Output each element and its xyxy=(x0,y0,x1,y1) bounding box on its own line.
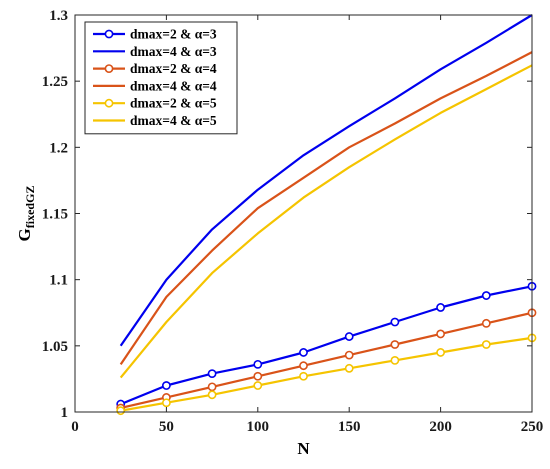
y-tick-label: 1.2 xyxy=(49,140,68,156)
data-point xyxy=(436,329,445,339)
y-axis-label-subscript: fixedGZ xyxy=(23,186,37,229)
x-tick-label: 0 xyxy=(71,419,79,435)
y-axis-label: GfixedGZ xyxy=(15,186,37,242)
series-line-2 xyxy=(119,14,533,347)
legend-entry: dmax=2 & α=4 xyxy=(130,61,217,76)
data-point xyxy=(253,381,263,390)
y-tick-label: 1.3 xyxy=(49,8,68,24)
x-tick-label: 150 xyxy=(338,419,361,435)
y-axis-label-main: G xyxy=(15,228,34,241)
data-point xyxy=(344,363,354,373)
data-point xyxy=(253,359,263,369)
data-point xyxy=(390,340,400,349)
legend-marker xyxy=(104,29,114,39)
legend-entry: dmax=4 & α=3 xyxy=(130,44,217,59)
legend-entry: dmax=4 & α=5 xyxy=(130,113,217,128)
data-point xyxy=(207,390,217,400)
y-tick-label: 1 xyxy=(61,405,69,421)
legend-entry: dmax=2 & α=3 xyxy=(130,27,217,42)
y-axis: 1 1.05 1.1 1.15 1.2 1.25 1.3 xyxy=(42,8,532,421)
data-point xyxy=(481,340,491,349)
data-point xyxy=(436,348,445,357)
data-point xyxy=(207,382,217,392)
data-point xyxy=(481,318,491,328)
data-point xyxy=(299,361,308,371)
y-tick-label: 1.25 xyxy=(42,74,68,90)
y-tick-label: 1.1 xyxy=(49,273,68,289)
data-point xyxy=(481,291,491,300)
x-tick-label: 50 xyxy=(159,419,174,435)
x-tick-label: 200 xyxy=(429,419,452,435)
data-point xyxy=(161,398,171,408)
legend: dmax=2 & α=3 dmax=4 & α=3 dmax=2 & α=4 dmax… xyxy=(84,21,238,135)
x-axis-label: N xyxy=(297,439,310,458)
plot-lines xyxy=(116,14,537,416)
legend-box xyxy=(84,21,238,135)
data-point xyxy=(253,371,263,381)
x-tick-label: 250 xyxy=(521,419,544,435)
legend-marker xyxy=(104,98,114,108)
series-line-3 xyxy=(120,311,533,410)
series-line-5 xyxy=(120,336,533,412)
series-line-6 xyxy=(119,64,533,379)
data-point xyxy=(344,350,354,360)
legend-marker xyxy=(104,64,114,73)
y-tick-label: 1.05 xyxy=(42,339,68,355)
y-tick-label: 1.15 xyxy=(42,207,68,223)
data-point xyxy=(436,303,445,312)
data-point xyxy=(116,406,126,416)
data-point xyxy=(207,369,217,379)
data-point xyxy=(344,332,354,341)
data-point xyxy=(390,317,400,327)
series-line-4 xyxy=(119,51,533,366)
data-point xyxy=(299,371,308,381)
data-point xyxy=(161,381,171,390)
legend-entry: dmax=4 & α=4 xyxy=(130,78,217,93)
data-point xyxy=(299,348,308,357)
x-tick-label: 100 xyxy=(247,419,270,435)
x-axis: 0 50 100 150 200 250 xyxy=(71,15,543,435)
series-line-1 xyxy=(120,285,533,406)
legend-entry: dmax=2 & α=5 xyxy=(130,96,217,111)
data-point xyxy=(390,355,400,365)
